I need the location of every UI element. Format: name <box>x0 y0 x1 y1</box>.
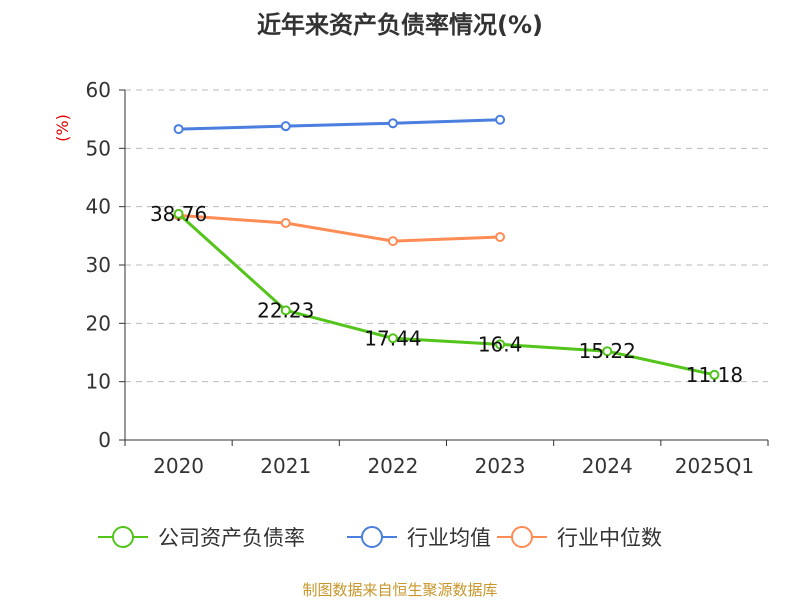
data-label: 38.76 <box>150 202 207 226</box>
legend-marker <box>511 526 533 548</box>
y-tick-label: 60 <box>86 78 111 102</box>
data-point <box>495 339 506 350</box>
legend-label: 行业中位数 <box>557 526 662 550</box>
legend-marker <box>112 526 134 548</box>
data-point <box>387 333 398 344</box>
y-tick-label: 50 <box>86 136 111 160</box>
source-note: 制图数据来自恒生聚源数据库 <box>302 581 497 599</box>
data-label: 17.44 <box>364 326 421 350</box>
data-point <box>387 236 398 247</box>
data-label: 11.18 <box>686 363 743 387</box>
y-tick-label: 10 <box>86 370 111 394</box>
legend-label: 公司资产负债率 <box>158 526 305 550</box>
chart-title: 近年来资产负债率情况(%) <box>257 11 543 39</box>
data-point <box>280 121 291 132</box>
data-point <box>602 346 613 357</box>
data-point <box>173 208 184 219</box>
series-line <box>177 212 715 377</box>
data-point <box>387 118 398 129</box>
data-point <box>495 232 506 242</box>
y-tick-label: 30 <box>86 253 111 277</box>
data-point <box>709 369 720 380</box>
y-axis-unit: (%) <box>53 114 72 142</box>
y-tick-label: 40 <box>86 195 111 219</box>
legend-marker <box>361 526 383 548</box>
x-tick-label: 2024 <box>582 454 633 478</box>
x-tick-label: 2021 <box>260 454 311 478</box>
data-label: 22.23 <box>257 298 314 322</box>
series-line <box>178 118 501 131</box>
data-point <box>495 114 506 125</box>
y-tick-label: 20 <box>86 311 111 335</box>
x-tick-label: 2023 <box>475 454 526 478</box>
data-point <box>280 305 291 316</box>
x-tick-label: 2025Q1 <box>675 454 754 478</box>
data-label: 16.4 <box>478 332 523 356</box>
data-label: 15.22 <box>579 339 636 363</box>
data-point <box>280 218 291 228</box>
x-tick-label: 2020 <box>153 454 204 478</box>
y-tick-label: 0 <box>98 428 111 452</box>
x-tick-label: 2022 <box>367 454 418 478</box>
series-line <box>178 213 501 243</box>
legend-label: 行业均值 <box>407 526 491 550</box>
data-point <box>173 124 184 135</box>
